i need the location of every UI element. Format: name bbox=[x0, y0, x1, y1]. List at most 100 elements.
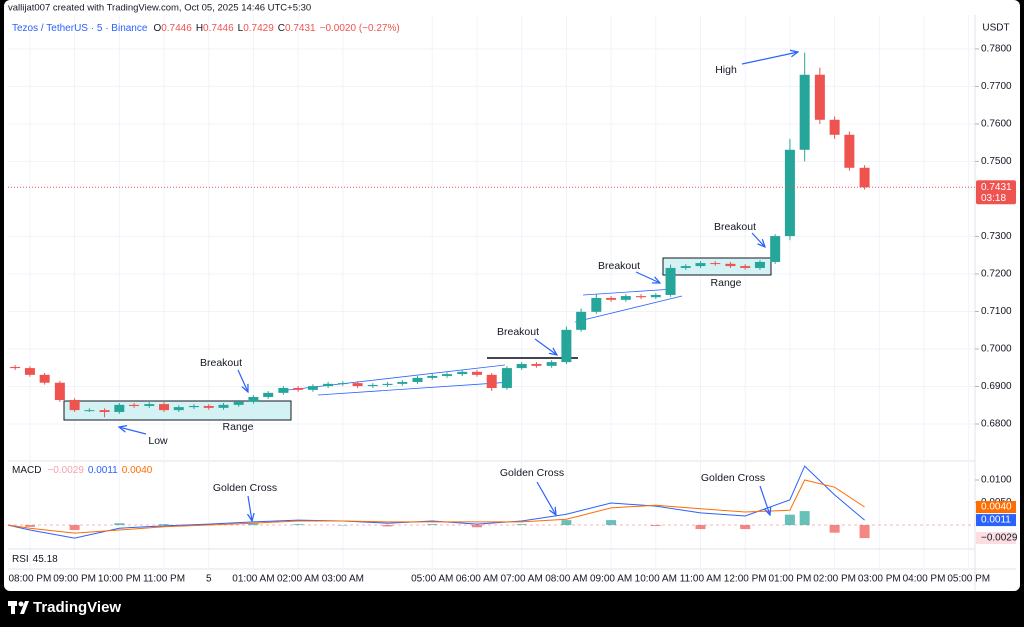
y-tick-label: 0.7800 bbox=[981, 44, 1012, 55]
histogram-bar bbox=[829, 525, 840, 533]
histogram-bar bbox=[293, 524, 304, 526]
macd-title: MACD bbox=[12, 465, 41, 476]
histogram-bar bbox=[606, 520, 617, 526]
histogram-bar bbox=[695, 525, 706, 530]
candle-body bbox=[352, 383, 363, 387]
candle-body bbox=[710, 263, 721, 265]
y-tick-label: 0.7600 bbox=[981, 119, 1012, 130]
candle-body bbox=[591, 297, 602, 312]
y-tick-label: 0.7200 bbox=[981, 269, 1012, 280]
candle-body bbox=[263, 392, 274, 397]
ohlc-key: O bbox=[153, 23, 161, 34]
histogram-bar bbox=[859, 525, 870, 539]
candle-body bbox=[471, 371, 482, 375]
symbol-title: Tezos / TetherUS · 5 · Binance bbox=[12, 23, 148, 34]
candle-body bbox=[650, 294, 661, 298]
x-tick-label: 04:00 PM bbox=[903, 574, 946, 585]
candle-body bbox=[54, 382, 65, 400]
grid bbox=[8, 15, 975, 568]
y-tick-label: 0.7100 bbox=[981, 306, 1012, 317]
x-tick-label: 10:00 PM bbox=[98, 574, 141, 585]
candle-body bbox=[367, 384, 378, 387]
y-tick-label: 0.6900 bbox=[981, 381, 1012, 392]
ohlc-key: L bbox=[238, 23, 244, 34]
x-tick-label: 5 bbox=[206, 574, 212, 585]
candle-body bbox=[307, 386, 318, 390]
rsi-value: 45.18 bbox=[33, 554, 58, 565]
candle-body bbox=[636, 296, 647, 298]
value-badge-label: 0.0040 bbox=[981, 502, 1012, 513]
candle-body bbox=[516, 363, 527, 369]
candle-body bbox=[531, 363, 542, 366]
countdown: 03:18 bbox=[981, 193, 1006, 204]
y-tick-label: 0.6800 bbox=[981, 419, 1012, 430]
rsi-title: RSI bbox=[12, 554, 29, 565]
candle-body bbox=[829, 119, 840, 135]
candle-body bbox=[10, 366, 21, 369]
value-badge bbox=[976, 501, 1016, 514]
candle-body bbox=[99, 410, 110, 412]
candle-body bbox=[173, 407, 184, 411]
x-tick-label: 09:00 PM bbox=[53, 574, 96, 585]
histogram-bar bbox=[69, 525, 80, 530]
x-tick-label: 03:00 PM bbox=[858, 574, 901, 585]
credit: vallijat007 created with TradingView.com… bbox=[8, 3, 311, 14]
candle-body bbox=[620, 296, 631, 300]
ohlc-key: C bbox=[278, 23, 285, 34]
histogram-bar bbox=[516, 524, 527, 526]
annotation-arrow bbox=[534, 338, 557, 355]
series-legend: 0.0011 bbox=[88, 465, 118, 476]
macd-legend: MACD −0.0029 0.0011 0.0040 bbox=[12, 465, 153, 476]
annotation-arrow bbox=[635, 271, 660, 283]
candle-body bbox=[84, 410, 95, 412]
annotation: Breakout bbox=[200, 357, 242, 369]
annotation: Golden Cross bbox=[500, 467, 564, 479]
ohlc-key: H bbox=[196, 23, 203, 34]
candle-body bbox=[859, 167, 870, 188]
candle-body bbox=[814, 74, 825, 120]
annotation-arrow bbox=[751, 232, 765, 247]
x-tick-label: 11:00 PM bbox=[143, 574, 185, 585]
x-tick-label: 06:00 AM bbox=[456, 574, 498, 585]
rsi-legend: RSI 45.18 bbox=[12, 554, 58, 565]
annotation: Range bbox=[711, 277, 742, 289]
annotation: Breakout bbox=[714, 221, 756, 233]
channel-line bbox=[317, 381, 513, 396]
annotation-arrow bbox=[741, 52, 798, 65]
candle-body bbox=[754, 261, 765, 268]
range-box bbox=[63, 400, 292, 421]
candle-body bbox=[412, 377, 423, 382]
x-tick-label: 05:00 AM bbox=[411, 574, 453, 585]
candles bbox=[10, 52, 870, 418]
candle-body bbox=[576, 311, 587, 330]
y-unit: USDT bbox=[982, 23, 1009, 34]
y-tick-label: 0.7700 bbox=[981, 81, 1012, 92]
histogram-bar bbox=[248, 523, 259, 526]
candle-body bbox=[799, 74, 810, 150]
histogram-bar bbox=[561, 520, 572, 526]
candle-body bbox=[159, 404, 170, 411]
x-tick-label: 05:00 PM bbox=[947, 574, 990, 585]
annotation: Golden Cross bbox=[213, 482, 277, 494]
candle-body bbox=[337, 383, 348, 385]
histogram-bar bbox=[471, 525, 482, 528]
value-badge bbox=[976, 532, 1016, 545]
x-tick-label: 08:00 AM bbox=[545, 574, 587, 585]
candle-body bbox=[69, 399, 80, 411]
histogram-bar bbox=[650, 525, 661, 526]
annotation: High bbox=[715, 64, 737, 76]
x-tick-label: 01:00 PM bbox=[769, 574, 812, 585]
series-legend: 0.0040 bbox=[122, 465, 153, 476]
candle-body bbox=[680, 266, 691, 268]
candle-body bbox=[606, 297, 617, 300]
histogram-bar bbox=[427, 524, 438, 526]
candle-body bbox=[725, 263, 736, 267]
brand-logo bbox=[8, 601, 29, 614]
candle-body bbox=[442, 374, 453, 376]
x-tick-label: 02:00 AM bbox=[277, 574, 319, 585]
channel-line bbox=[582, 288, 675, 296]
candle-body bbox=[144, 404, 155, 406]
ohlc-value: 0.7446 bbox=[203, 23, 234, 34]
histogram-bar bbox=[799, 511, 810, 526]
